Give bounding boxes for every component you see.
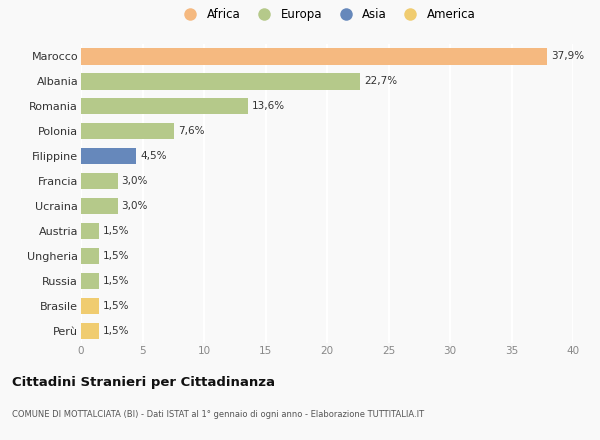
Text: Cittadini Stranieri per Cittadinanza: Cittadini Stranieri per Cittadinanza [12, 376, 275, 389]
Bar [81, 98, 248, 114]
Text: 3,0%: 3,0% [122, 201, 148, 211]
Bar [81, 298, 100, 314]
Bar [81, 273, 100, 289]
Text: 3,0%: 3,0% [122, 176, 148, 186]
Text: 7,6%: 7,6% [178, 126, 205, 136]
Bar [81, 73, 360, 89]
Text: 1,5%: 1,5% [103, 326, 130, 336]
Bar [81, 248, 100, 264]
Text: 1,5%: 1,5% [103, 226, 130, 236]
Bar [81, 148, 136, 164]
Text: 13,6%: 13,6% [252, 101, 285, 111]
Bar [81, 223, 100, 239]
Text: 1,5%: 1,5% [103, 301, 130, 311]
Bar [81, 48, 547, 65]
Text: 22,7%: 22,7% [364, 77, 397, 86]
Text: 1,5%: 1,5% [103, 276, 130, 286]
Text: 37,9%: 37,9% [551, 51, 584, 62]
Bar [81, 323, 100, 339]
Legend: Africa, Europa, Asia, America: Africa, Europa, Asia, America [178, 8, 476, 21]
Text: 4,5%: 4,5% [140, 151, 167, 161]
Bar [81, 173, 118, 189]
Bar [81, 198, 118, 214]
Bar [81, 123, 175, 139]
Text: 1,5%: 1,5% [103, 251, 130, 261]
Text: COMUNE DI MOTTALCIATA (BI) - Dati ISTAT al 1° gennaio di ogni anno - Elaborazion: COMUNE DI MOTTALCIATA (BI) - Dati ISTAT … [12, 410, 424, 419]
